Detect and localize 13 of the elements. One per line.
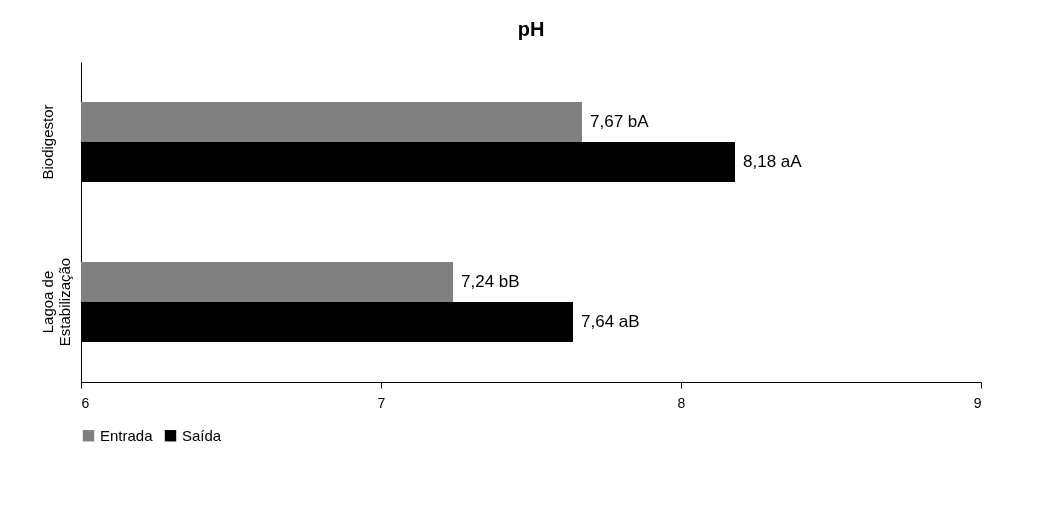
chart-title: pH	[517, 18, 545, 40]
data-label: 7,24 bB	[461, 272, 520, 291]
data-label: 7,67 bA	[590, 112, 650, 131]
legend-label: Entrada	[100, 426, 154, 444]
y-tick-label: Lagoa de Estabilização	[38, 257, 73, 347]
legend-label: Saída	[182, 426, 222, 444]
y-tick-label: Biodigestor	[38, 104, 56, 180]
data-label: 8,18 aA	[743, 152, 803, 171]
x-tick-label: 9	[973, 394, 982, 411]
x-tick-label: 7	[377, 394, 386, 411]
x-tick-label: 6	[81, 394, 90, 411]
data-label: 7,64 aB	[581, 312, 640, 331]
x-tick-label: 8	[677, 394, 686, 411]
